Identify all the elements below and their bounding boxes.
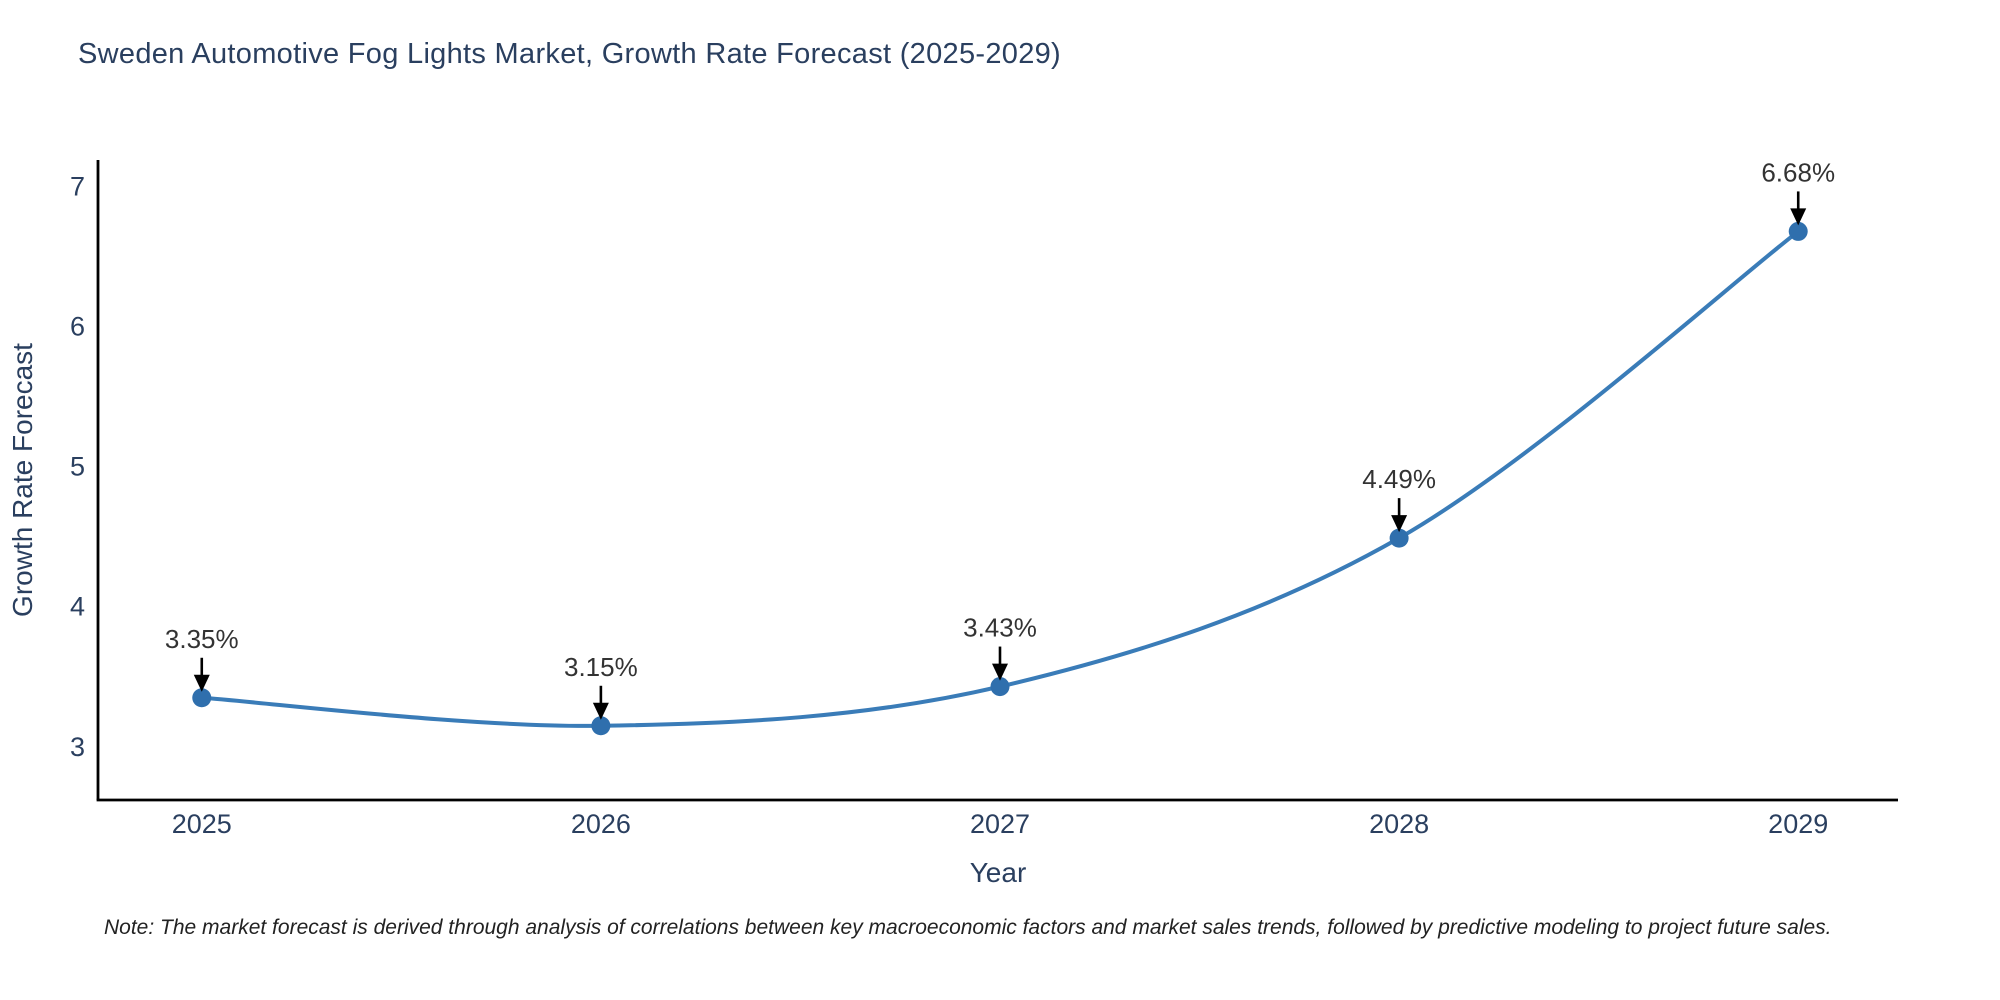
annotation-arrowhead: [592, 702, 609, 720]
data-point-2025[interactable]: [192, 688, 212, 708]
data-label: 3.15%: [564, 652, 638, 682]
annotation-arrowhead: [1391, 515, 1408, 533]
x-tick-label: 2029: [1768, 809, 1828, 839]
chart-title: Sweden Automotive Fog Lights Market, Gro…: [78, 38, 1062, 70]
x-tick-label: 2025: [172, 809, 232, 839]
growth-rate-line-chart: 3 4 5 6 7 2025 2026 2027 2028 2029 3.35% 3.15% 3.43%…: [7, 157, 1898, 888]
data-label: 3.43%: [963, 613, 1037, 643]
annotation-arrowhead: [991, 663, 1008, 681]
data-point-2026[interactable]: [591, 716, 611, 736]
x-tick-label: 2028: [1369, 809, 1429, 839]
y-tick-label: 7: [70, 172, 85, 202]
y-tick-label: 4: [70, 592, 85, 622]
x-tick-label: 2027: [970, 809, 1030, 839]
data-label: 3.35%: [165, 624, 239, 654]
y-tick-label: 3: [70, 732, 85, 762]
data-label: 6.68%: [1761, 157, 1835, 187]
footnote: Note: The market forecast is derived thr…: [104, 916, 1832, 939]
x-tick-label: 2026: [571, 809, 631, 839]
annotation-arrowhead: [193, 674, 210, 692]
x-axis-title: Year: [970, 857, 1027, 888]
data-point-2029[interactable]: [1788, 221, 1808, 241]
y-tick-label: 5: [70, 452, 85, 482]
data-label: 4.49%: [1362, 464, 1436, 494]
data-point-2028[interactable]: [1389, 528, 1409, 548]
data-point-2027[interactable]: [990, 677, 1010, 697]
y-axis-title: Growth Rate Forecast: [7, 343, 38, 617]
annotation-arrowhead: [1790, 208, 1807, 226]
y-tick-label: 6: [70, 312, 85, 342]
